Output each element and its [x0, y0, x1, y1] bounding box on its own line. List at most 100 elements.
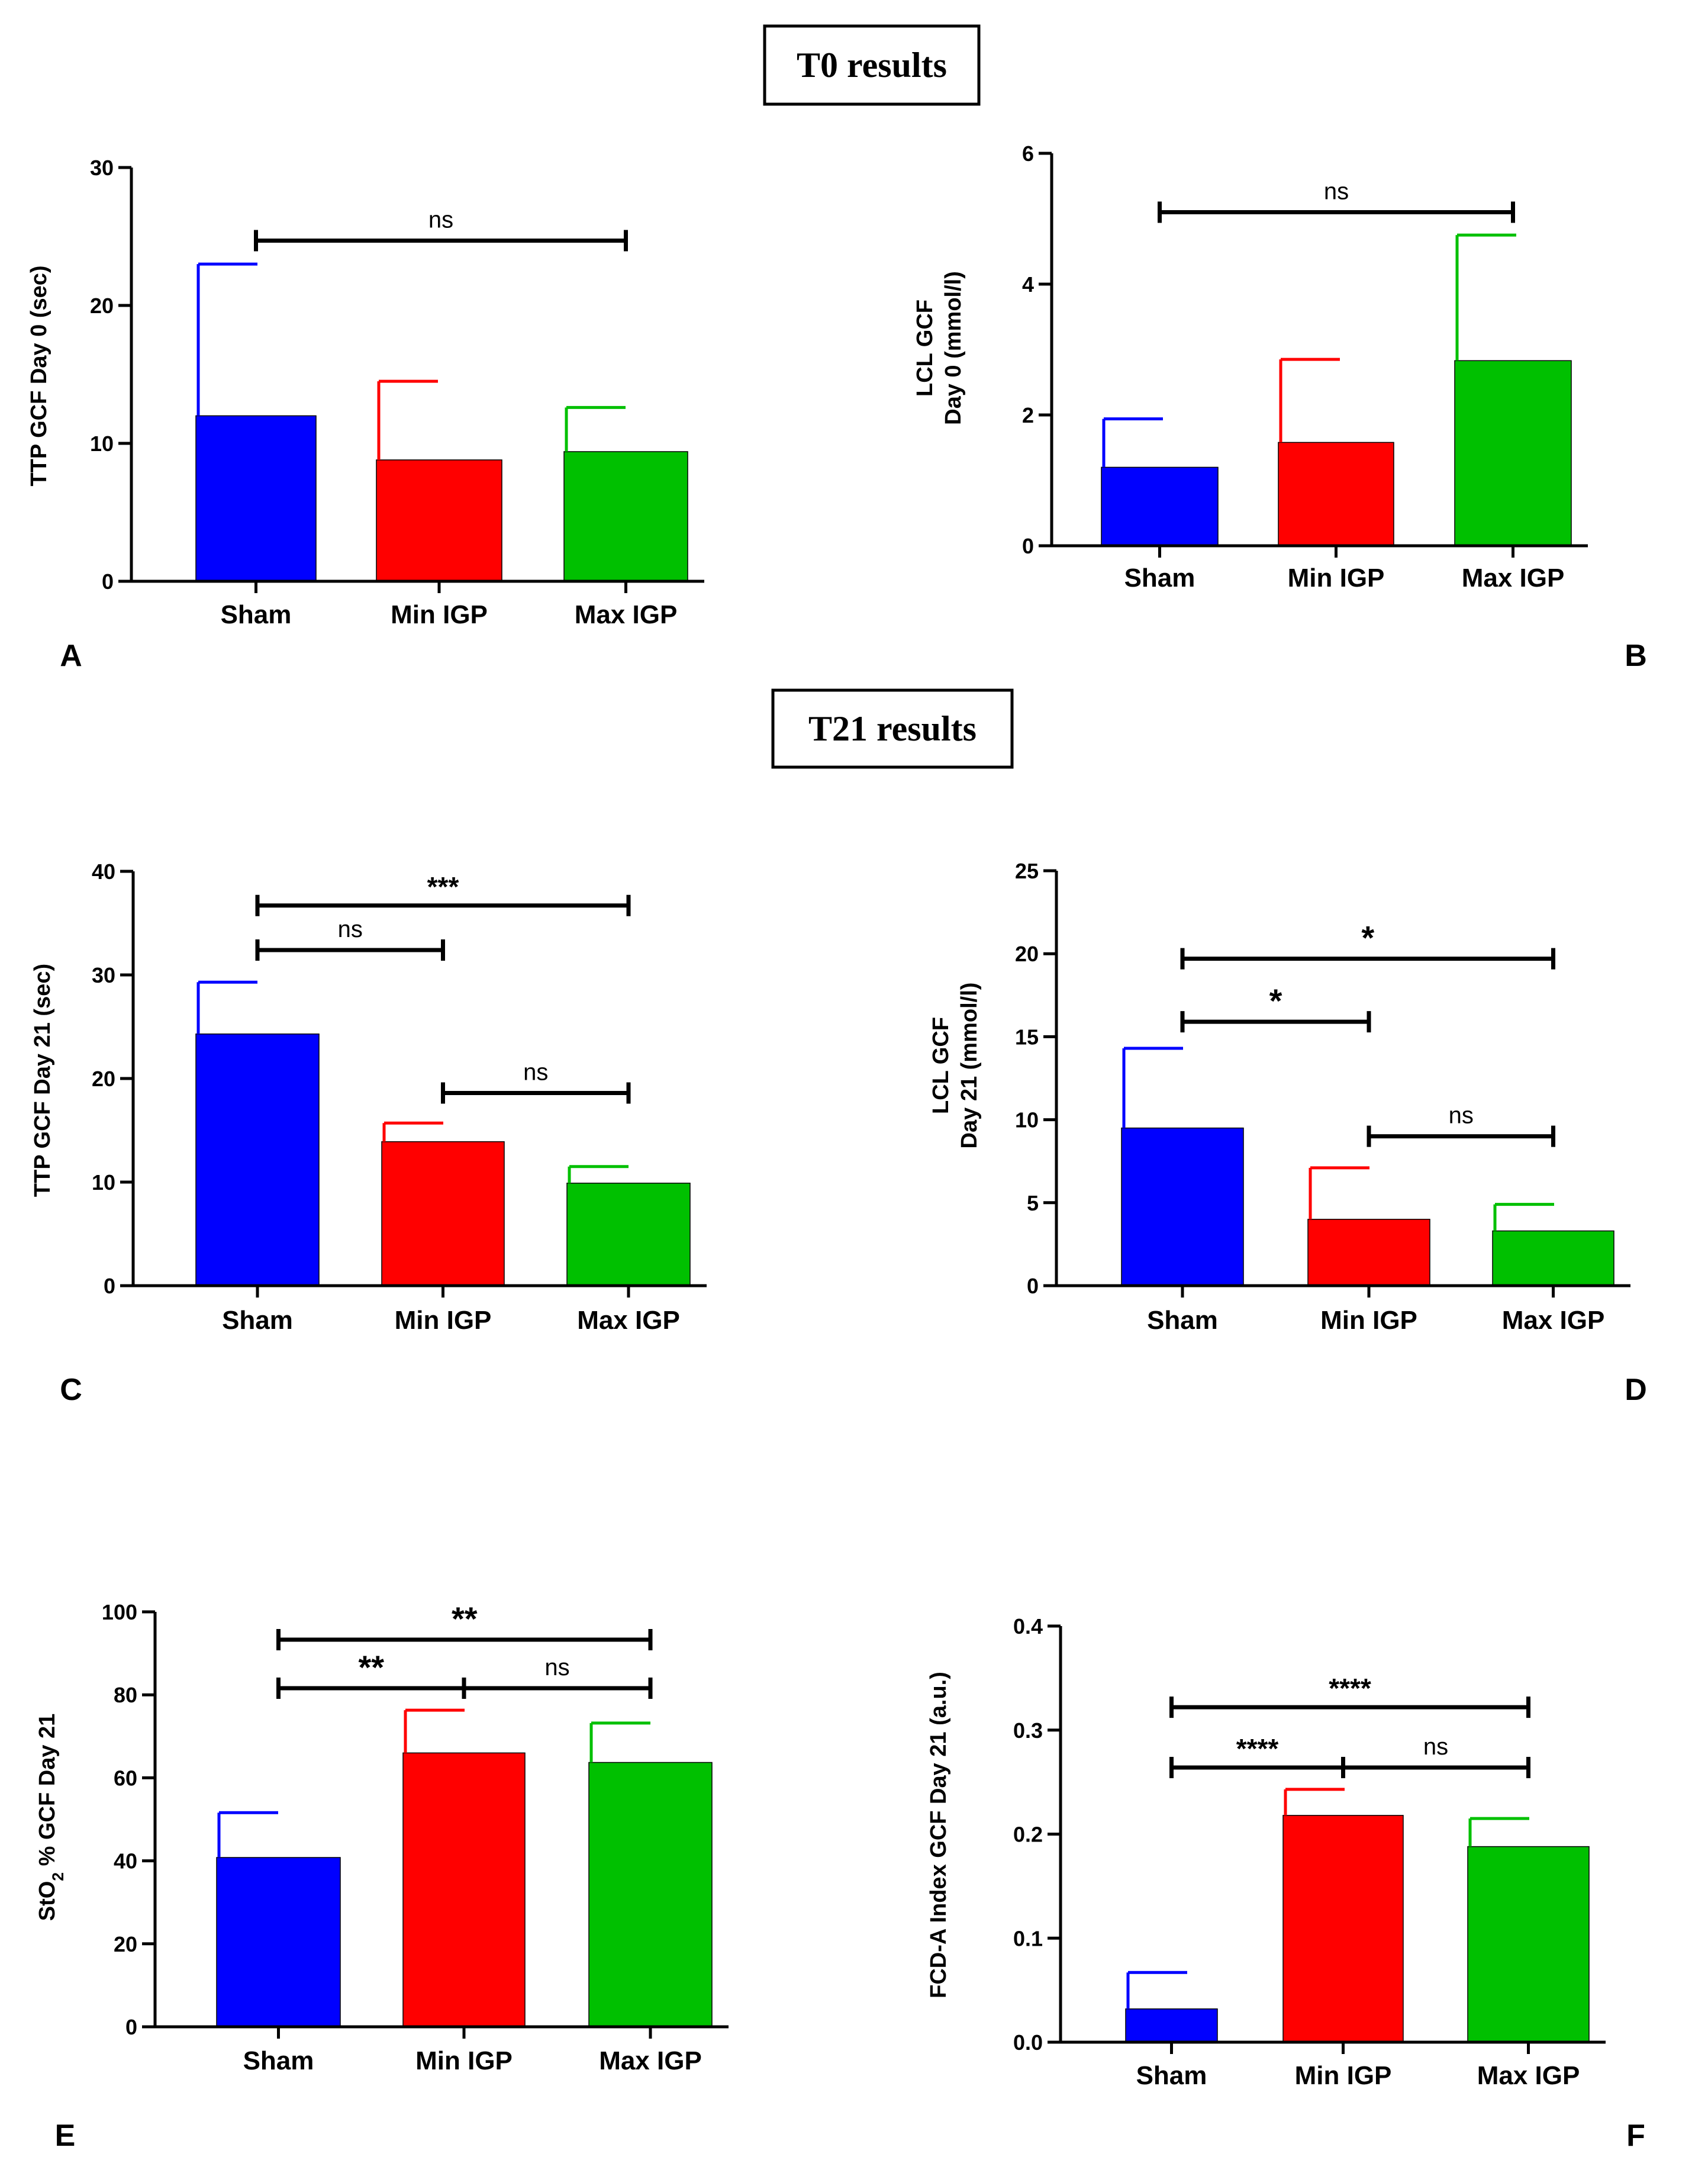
category-label-c-1: Min IGP: [395, 1306, 492, 1335]
chart-panel-d: 0 5 10 15 20 25 Sham Min IGP Max IGP LCL GCF Day 2…: [929, 859, 1647, 1407]
category-label-d-2: Max IGP: [1502, 1306, 1605, 1335]
y-tick-label-b-2: 4: [1022, 272, 1034, 297]
y-axis-label-text-f: FCD-A Index GCF Day 21 (a.u.): [926, 1672, 951, 1998]
y-axis-label-f: FCD-A Index GCF Day 21 (a.u.): [926, 1672, 951, 1998]
y-axis-label-a: TTP GCF Day 0 (sec): [27, 265, 51, 486]
y-tick-label-e-5: 100: [102, 1600, 137, 1624]
y-tick-label-e-0: 0: [125, 2015, 137, 2039]
bar-c-sham: [195, 1034, 320, 1286]
significance-label-c-0: ***: [427, 871, 459, 902]
y-axis-label-b: LCL GCF Day 0 (mmol/l): [913, 271, 966, 425]
bar-f-min-igp: [1282, 1815, 1404, 2043]
category-label-e-0: Sham: [243, 2046, 314, 2075]
y-axis-label-part1-e: StO: [35, 1881, 60, 1921]
category-label-a-2: Max IGP: [575, 600, 678, 629]
section-title-t0: T0 results: [763, 24, 981, 106]
significance-label-f-2: ns: [1423, 1734, 1448, 1760]
panel-label-c: C: [60, 1373, 82, 1407]
y-axis-label-line1-d: LCL GCF: [929, 1017, 953, 1114]
panel-label-e: E: [55, 2119, 76, 2153]
bar-e-min-igp: [402, 1752, 526, 2027]
y-tick-label-a-3: 30: [90, 156, 114, 180]
bar-f-sham: [1125, 2008, 1218, 2043]
y-tick-label-d-3: 15: [1015, 1025, 1039, 1049]
panel-label-b: B: [1625, 639, 1647, 673]
y-tick-label-d-1: 5: [1027, 1191, 1039, 1215]
section-title-t21-text: T21 results: [808, 709, 977, 748]
category-label-b-1: Min IGP: [1288, 564, 1385, 593]
y-tick-label-d-2: 10: [1015, 1108, 1039, 1132]
significance-label-a-0: ns: [428, 207, 453, 233]
y-tick-label-c-0: 0: [104, 1274, 115, 1298]
y-tick-label-b-1: 2: [1022, 403, 1034, 427]
y-tick-label-f-2: 0.2: [1013, 1823, 1043, 1847]
y-tick-label-d-4: 20: [1015, 942, 1039, 966]
y-axis-label-line1-b: LCL GCF: [913, 300, 937, 397]
y-tick-label-c-1: 10: [92, 1170, 115, 1195]
significance-label-e-2: ns: [544, 1654, 569, 1681]
category-label-e-2: Max IGP: [599, 2046, 702, 2075]
y-tick-label-e-4: 80: [114, 1683, 137, 1707]
y-tick-label-b-3: 6: [1022, 141, 1034, 166]
y-axis-label-part3-e: % GCF Day 21: [35, 1714, 60, 1872]
bar-f-max-igp: [1467, 1846, 1590, 2043]
chart-panel-a: 0 10 20 30 Sham Min IGP Max IGP TTP GCF Day 0 (…: [27, 156, 704, 673]
bar-d-sham: [1121, 1127, 1244, 1286]
category-label-a-0: Sham: [221, 600, 292, 629]
chart-panel-f: 0.0 0.1 0.2 0.3 0.4 Sham Min IGP Max IGP FCD-A I…: [926, 1614, 1645, 2153]
y-tick-label-c-4: 40: [92, 859, 115, 884]
category-label-a-1: Min IGP: [391, 600, 488, 629]
bar-a-sham: [195, 415, 317, 582]
y-tick-label-e-2: 40: [114, 1849, 137, 1873]
y-axis-label-d: LCL GCF Day 21 (mmol/l): [929, 983, 982, 1149]
panel-label-d: D: [1625, 1373, 1647, 1407]
y-tick-label-f-4: 0.4: [1013, 1614, 1043, 1638]
y-tick-label-f-0: 0.0: [1013, 2030, 1043, 2055]
category-label-d-1: Min IGP: [1320, 1306, 1417, 1335]
category-label-f-1: Min IGP: [1295, 2061, 1392, 2090]
category-label-f-0: Sham: [1136, 2061, 1207, 2090]
bar-c-max-igp: [566, 1183, 691, 1286]
y-tick-label-a-2: 20: [90, 294, 114, 318]
y-tick-label-a-0: 0: [102, 569, 114, 594]
significance-label-e-1: **: [358, 1649, 384, 1686]
panel-label-a: A: [60, 639, 82, 673]
significance-label-f-1: ****: [1236, 1733, 1279, 1764]
y-axis-label-line2-b: Day 0 (mmol/l): [941, 271, 966, 425]
category-label-c-2: Max IGP: [577, 1306, 680, 1335]
significance-label-d-2: ns: [1449, 1103, 1474, 1129]
bar-d-min-igp: [1307, 1219, 1430, 1286]
chart-panel-b: 0 2 4 6 Sham Min IGP Max IGP LCL GCF Day 0 (mmol…: [913, 141, 1647, 673]
y-axis-label-line2-d: Day 21 (mmol/l): [957, 983, 982, 1149]
significance-label-d-0: *: [1361, 919, 1374, 957]
significance-label-f-0: ****: [1329, 1673, 1371, 1704]
y-axis-label-c: TTP GCF Day 21 (sec): [30, 964, 55, 1197]
chart-panel-c: 0 10 20 30 40 Sham Min IGP Max IGP TTP GCF Day 2…: [30, 859, 707, 1407]
panel-label-f: F: [1626, 2119, 1645, 2153]
bar-b-sham: [1101, 466, 1219, 546]
bar-a-min-igp: [376, 459, 502, 582]
y-tick-label-d-5: 25: [1015, 859, 1039, 883]
significance-label-c-2: ns: [523, 1060, 548, 1086]
y-tick-label-c-3: 30: [92, 963, 115, 987]
y-tick-label-c-2: 20: [92, 1067, 115, 1091]
category-label-e-1: Min IGP: [415, 2046, 513, 2075]
significance-label-c-1: ns: [338, 916, 363, 942]
bar-d-max-igp: [1492, 1230, 1614, 1286]
y-axis-label-text-e: StO2 % GCF Day 21: [35, 1714, 67, 1921]
y-axis-label-text-a: TTP GCF Day 0 (sec): [27, 265, 51, 486]
category-label-c-0: Sham: [222, 1306, 293, 1335]
y-tick-label-b-0: 0: [1022, 534, 1034, 558]
category-label-b-2: Max IGP: [1462, 564, 1565, 593]
y-tick-label-a-1: 10: [90, 432, 114, 456]
y-axis-label-e: StO2 % GCF Day 21: [35, 1714, 67, 1921]
y-tick-label-f-3: 0.3: [1013, 1718, 1043, 1743]
y-axis-label-text-c: TTP GCF Day 21 (sec): [30, 964, 55, 1197]
bar-e-max-igp: [588, 1762, 713, 2027]
bar-c-min-igp: [381, 1141, 505, 1286]
category-label-d-0: Sham: [1147, 1306, 1218, 1335]
y-tick-label-e-3: 60: [114, 1766, 137, 1790]
section-title-t21-box: [771, 688, 1014, 769]
